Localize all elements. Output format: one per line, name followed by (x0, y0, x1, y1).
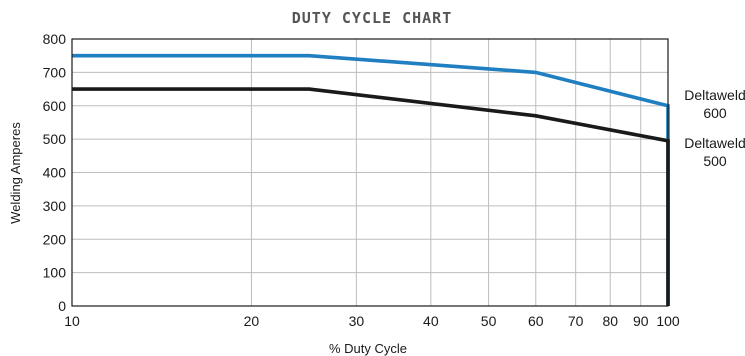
series-line-deltaweld-600 (72, 53, 670, 306)
x-tick-label-1: 20 (244, 313, 260, 329)
y-tick-label-5: 500 (43, 131, 67, 147)
y-tick-label-8: 800 (43, 31, 67, 47)
chart-title: DUTY CYCLE CHART (292, 9, 453, 27)
series-line-deltaweld-500 (72, 87, 670, 306)
x-tick-label-8: 90 (633, 313, 649, 329)
series-label-deltaweld-500: Deltaweld 500 (684, 135, 745, 169)
series-labels: Deltaweld 600 Deltaweld 500 (684, 87, 745, 169)
x-tick-label-3: 40 (423, 313, 439, 329)
x-tick-label-0: 10 (64, 313, 80, 329)
x-tick-label-2: 30 (349, 313, 365, 329)
y-tick-labels: 0 100 200 300 400 500 600 700 800 (43, 31, 67, 314)
y-axis-label: Welding Amperes (8, 122, 23, 224)
y-tick-label-0: 0 (58, 298, 66, 314)
x-tick-labels: 10 20 30 40 50 60 70 80 90 100 (64, 313, 680, 329)
y-tick-label-1: 100 (43, 265, 67, 281)
y-tick-label-6: 600 (43, 98, 67, 114)
grid (71, 38, 669, 307)
series-label-deltaweld-600: Deltaweld 600 (684, 87, 745, 121)
x-tick-label-6: 70 (568, 313, 584, 329)
x-axis-label: % Duty Cycle (329, 341, 407, 356)
y-tick-label-7: 700 (43, 64, 67, 80)
y-tick-label-2: 200 (43, 231, 67, 247)
y-tick-label-4: 400 (43, 165, 67, 181)
x-tick-label-5: 60 (528, 313, 544, 329)
x-tick-label-9: 100 (656, 313, 680, 329)
x-tick-label-4: 50 (481, 313, 497, 329)
y-tick-label-3: 300 (43, 198, 67, 214)
x-tick-label-7: 80 (602, 313, 618, 329)
series-layer (72, 53, 670, 306)
plot-frame (71, 38, 669, 307)
